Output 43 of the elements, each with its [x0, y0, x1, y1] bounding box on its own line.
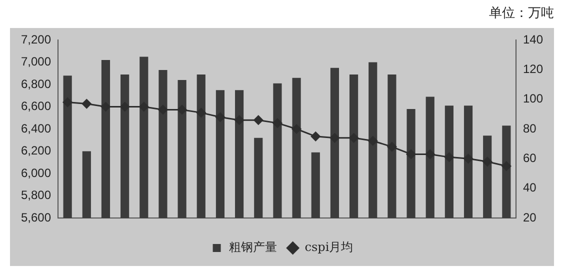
point: [100, 102, 110, 112]
point: [82, 99, 92, 109]
point: [158, 104, 168, 114]
legend-label: 粗钢产量: [228, 240, 277, 254]
point: [502, 161, 512, 171]
y-tick-label: 7,200: [21, 32, 52, 46]
y2-tick-label: 40: [522, 180, 537, 195]
point: [139, 102, 149, 112]
y-tick-label: 6,400: [21, 121, 52, 136]
y-tick-label: 6,800: [21, 76, 52, 91]
point: [349, 133, 359, 143]
y-tick-label: 6,600: [21, 99, 52, 114]
y-tick-label: 7,000: [21, 54, 52, 69]
point: [254, 115, 264, 125]
point: [368, 136, 378, 146]
text: 单位：万吨: [489, 5, 554, 22]
point: [406, 149, 416, 159]
point: [387, 142, 397, 152]
point: [444, 152, 454, 162]
point: [310, 132, 320, 142]
point: [196, 108, 206, 118]
y2-tick-label: 20: [522, 210, 537, 224]
y2-tick-label: 100: [522, 92, 544, 106]
point: [292, 124, 302, 134]
point: [215, 112, 225, 122]
y2-tick-label: 140: [522, 32, 544, 46]
point: [177, 104, 187, 114]
y-tick-label: 5,600: [21, 210, 52, 224]
point: [62, 98, 72, 108]
point: [464, 154, 474, 164]
y2-tick-label: 60: [522, 150, 537, 165]
legend-label: cspi月均: [304, 240, 354, 254]
point: [120, 102, 130, 112]
point: [272, 118, 282, 128]
y-tick-label: 6,200: [21, 144, 52, 158]
y2-tick-label: 120: [522, 62, 544, 76]
y2-tick-label: 80: [522, 121, 537, 136]
point: [425, 149, 435, 159]
y-tick-label: 6,000: [21, 166, 52, 180]
point: [330, 133, 340, 143]
y-tick-label: 5,800: [21, 188, 52, 202]
point: [482, 156, 492, 166]
point: [234, 115, 244, 125]
